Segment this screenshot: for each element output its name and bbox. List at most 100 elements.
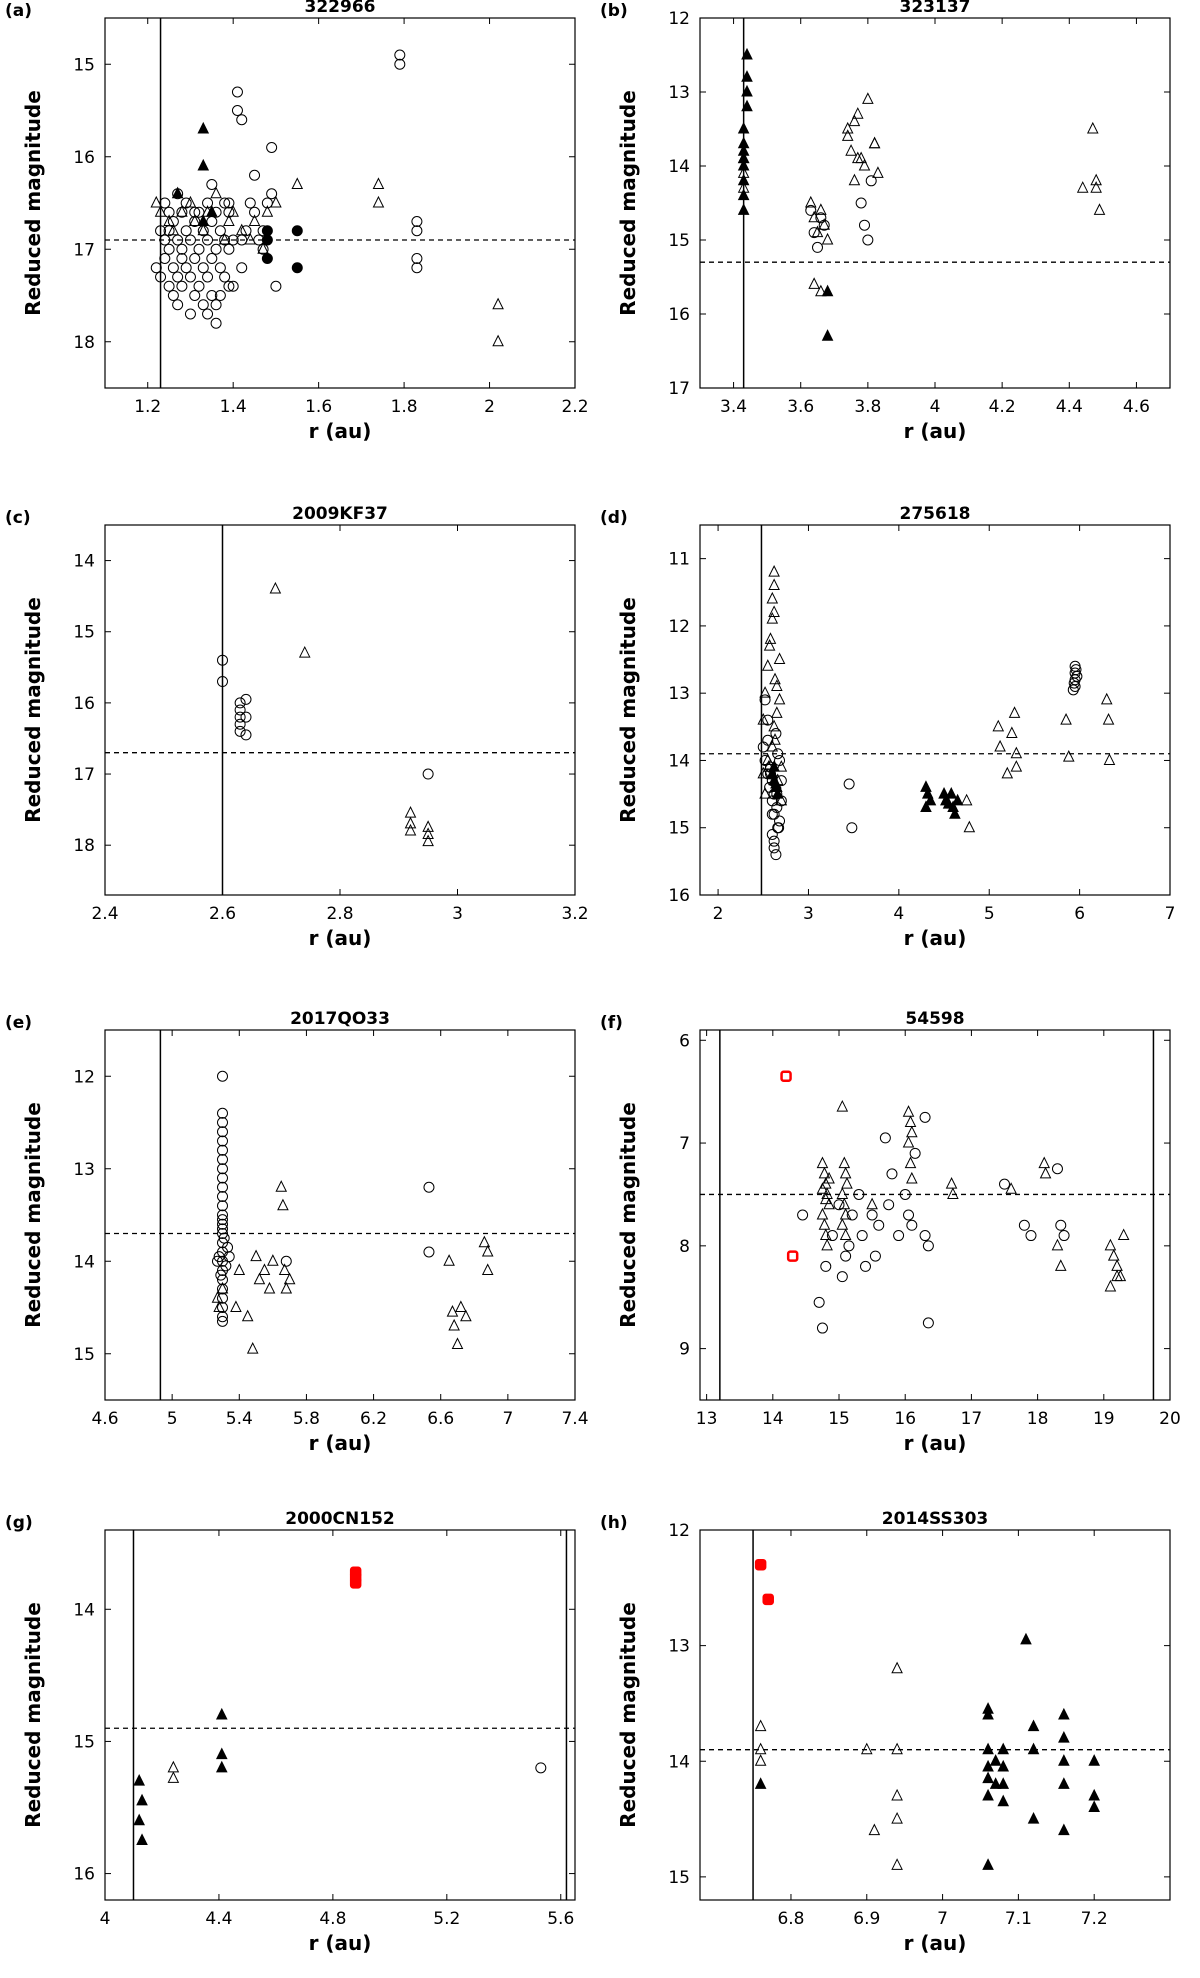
panel-label: (c) [5,508,31,528]
data-point [768,719,780,732]
series-highlighted [780,1070,799,1262]
data-point [210,186,222,199]
x-tick-label: 2.2 [561,397,588,417]
data-point [1117,1228,1130,1241]
y-tick-label: 13 [668,83,690,103]
data-point [771,679,783,691]
data-point [291,262,303,274]
data-point [891,1788,903,1801]
data-point [1020,1632,1032,1645]
x-tick-label: 5 [167,1409,178,1429]
x-axis-label: r (au) [904,419,967,443]
data-point [774,815,786,827]
y-axis-label: Reduced magnitude [616,597,640,823]
y-tick-label: 14 [73,1600,95,1620]
data-point [1103,753,1116,765]
data-point [172,271,184,283]
data-point [808,277,820,289]
data-point [159,234,171,246]
panel-h: 6.8 6.9 7 7.1 7.2 12 13 14 15 2014SS303 (h) r (au) R… [600,1509,1171,1955]
x-tick-label: 5.4 [226,1409,253,1429]
data-point [1070,664,1082,676]
data-point [869,1250,881,1262]
data-point [841,121,854,134]
data-point [766,828,778,840]
data-point [217,1172,228,1184]
panel-label: (a) [5,1,32,21]
data-point [891,1811,903,1824]
data-point [816,1207,829,1220]
x-tick-label: 4 [930,397,941,417]
data-point [846,822,858,834]
y-tick-label: 15 [73,1732,95,1752]
x-tick-label: 14 [762,1409,784,1429]
data-point [771,786,784,799]
x-tick-label: 1.2 [134,397,161,417]
series-open-circles [211,1070,435,1327]
data-point [478,1235,491,1248]
data-point [872,166,884,178]
data-point [818,218,831,230]
data-point [184,234,196,246]
panel-title: 54598 [905,1009,964,1029]
data-point [372,195,385,208]
x-tick-label: 5.8 [293,1409,320,1429]
data-point [816,1182,829,1194]
data-point [768,842,780,854]
series-highlighted [754,1558,774,1606]
x-tick-label: 4.4 [205,1909,232,1929]
data-point [197,121,210,134]
data-point [1088,1754,1101,1766]
data-point [848,173,861,186]
data-point [903,1209,915,1221]
data-point [167,216,179,227]
data-point [838,1197,851,1210]
data-point [982,1771,994,1784]
data-point [982,1858,994,1870]
data-point [189,290,201,301]
y-tick-label: 12 [668,617,690,637]
data-point [866,1197,878,1210]
data-point [775,760,788,772]
data-point [223,197,235,209]
data-point [291,177,304,189]
data-point [922,1240,934,1252]
data-point [404,823,417,836]
series-open-triangles [269,581,434,847]
x-tick-label: 7.2 [1081,1909,1108,1929]
data-point [250,1249,262,1262]
data-point [754,1754,767,1766]
data-point [759,754,771,766]
data-point [197,299,209,311]
panel-title: 275618 [900,504,971,524]
data-point [737,188,750,201]
data-point [231,105,243,116]
data-point [821,232,834,245]
x-tick-label: 2.8 [326,904,353,924]
panel-label: (g) [5,1513,33,1533]
data-point [150,262,162,274]
data-point [193,243,205,255]
data-point [904,1156,917,1169]
x-axis-label: r (au) [309,926,372,950]
x-axis-label: r (au) [309,1931,372,1955]
data-point [994,739,1006,752]
data-point [451,1337,464,1349]
x-tick-label: 5.2 [433,1909,460,1929]
data-point [133,1813,145,1826]
data-point [909,1147,921,1159]
data-point [206,290,218,301]
data-point [411,225,423,237]
data-point [244,197,256,209]
data-point [1038,1156,1051,1169]
data-point [213,1300,225,1312]
data-point [277,1198,289,1211]
x-axis-label: r (au) [904,926,967,950]
data-point [821,1238,833,1251]
panel-title: 322966 [305,0,376,17]
data-point [819,1228,832,1241]
data-point [754,1558,767,1571]
data-point [919,1111,931,1123]
data-point [492,297,504,310]
